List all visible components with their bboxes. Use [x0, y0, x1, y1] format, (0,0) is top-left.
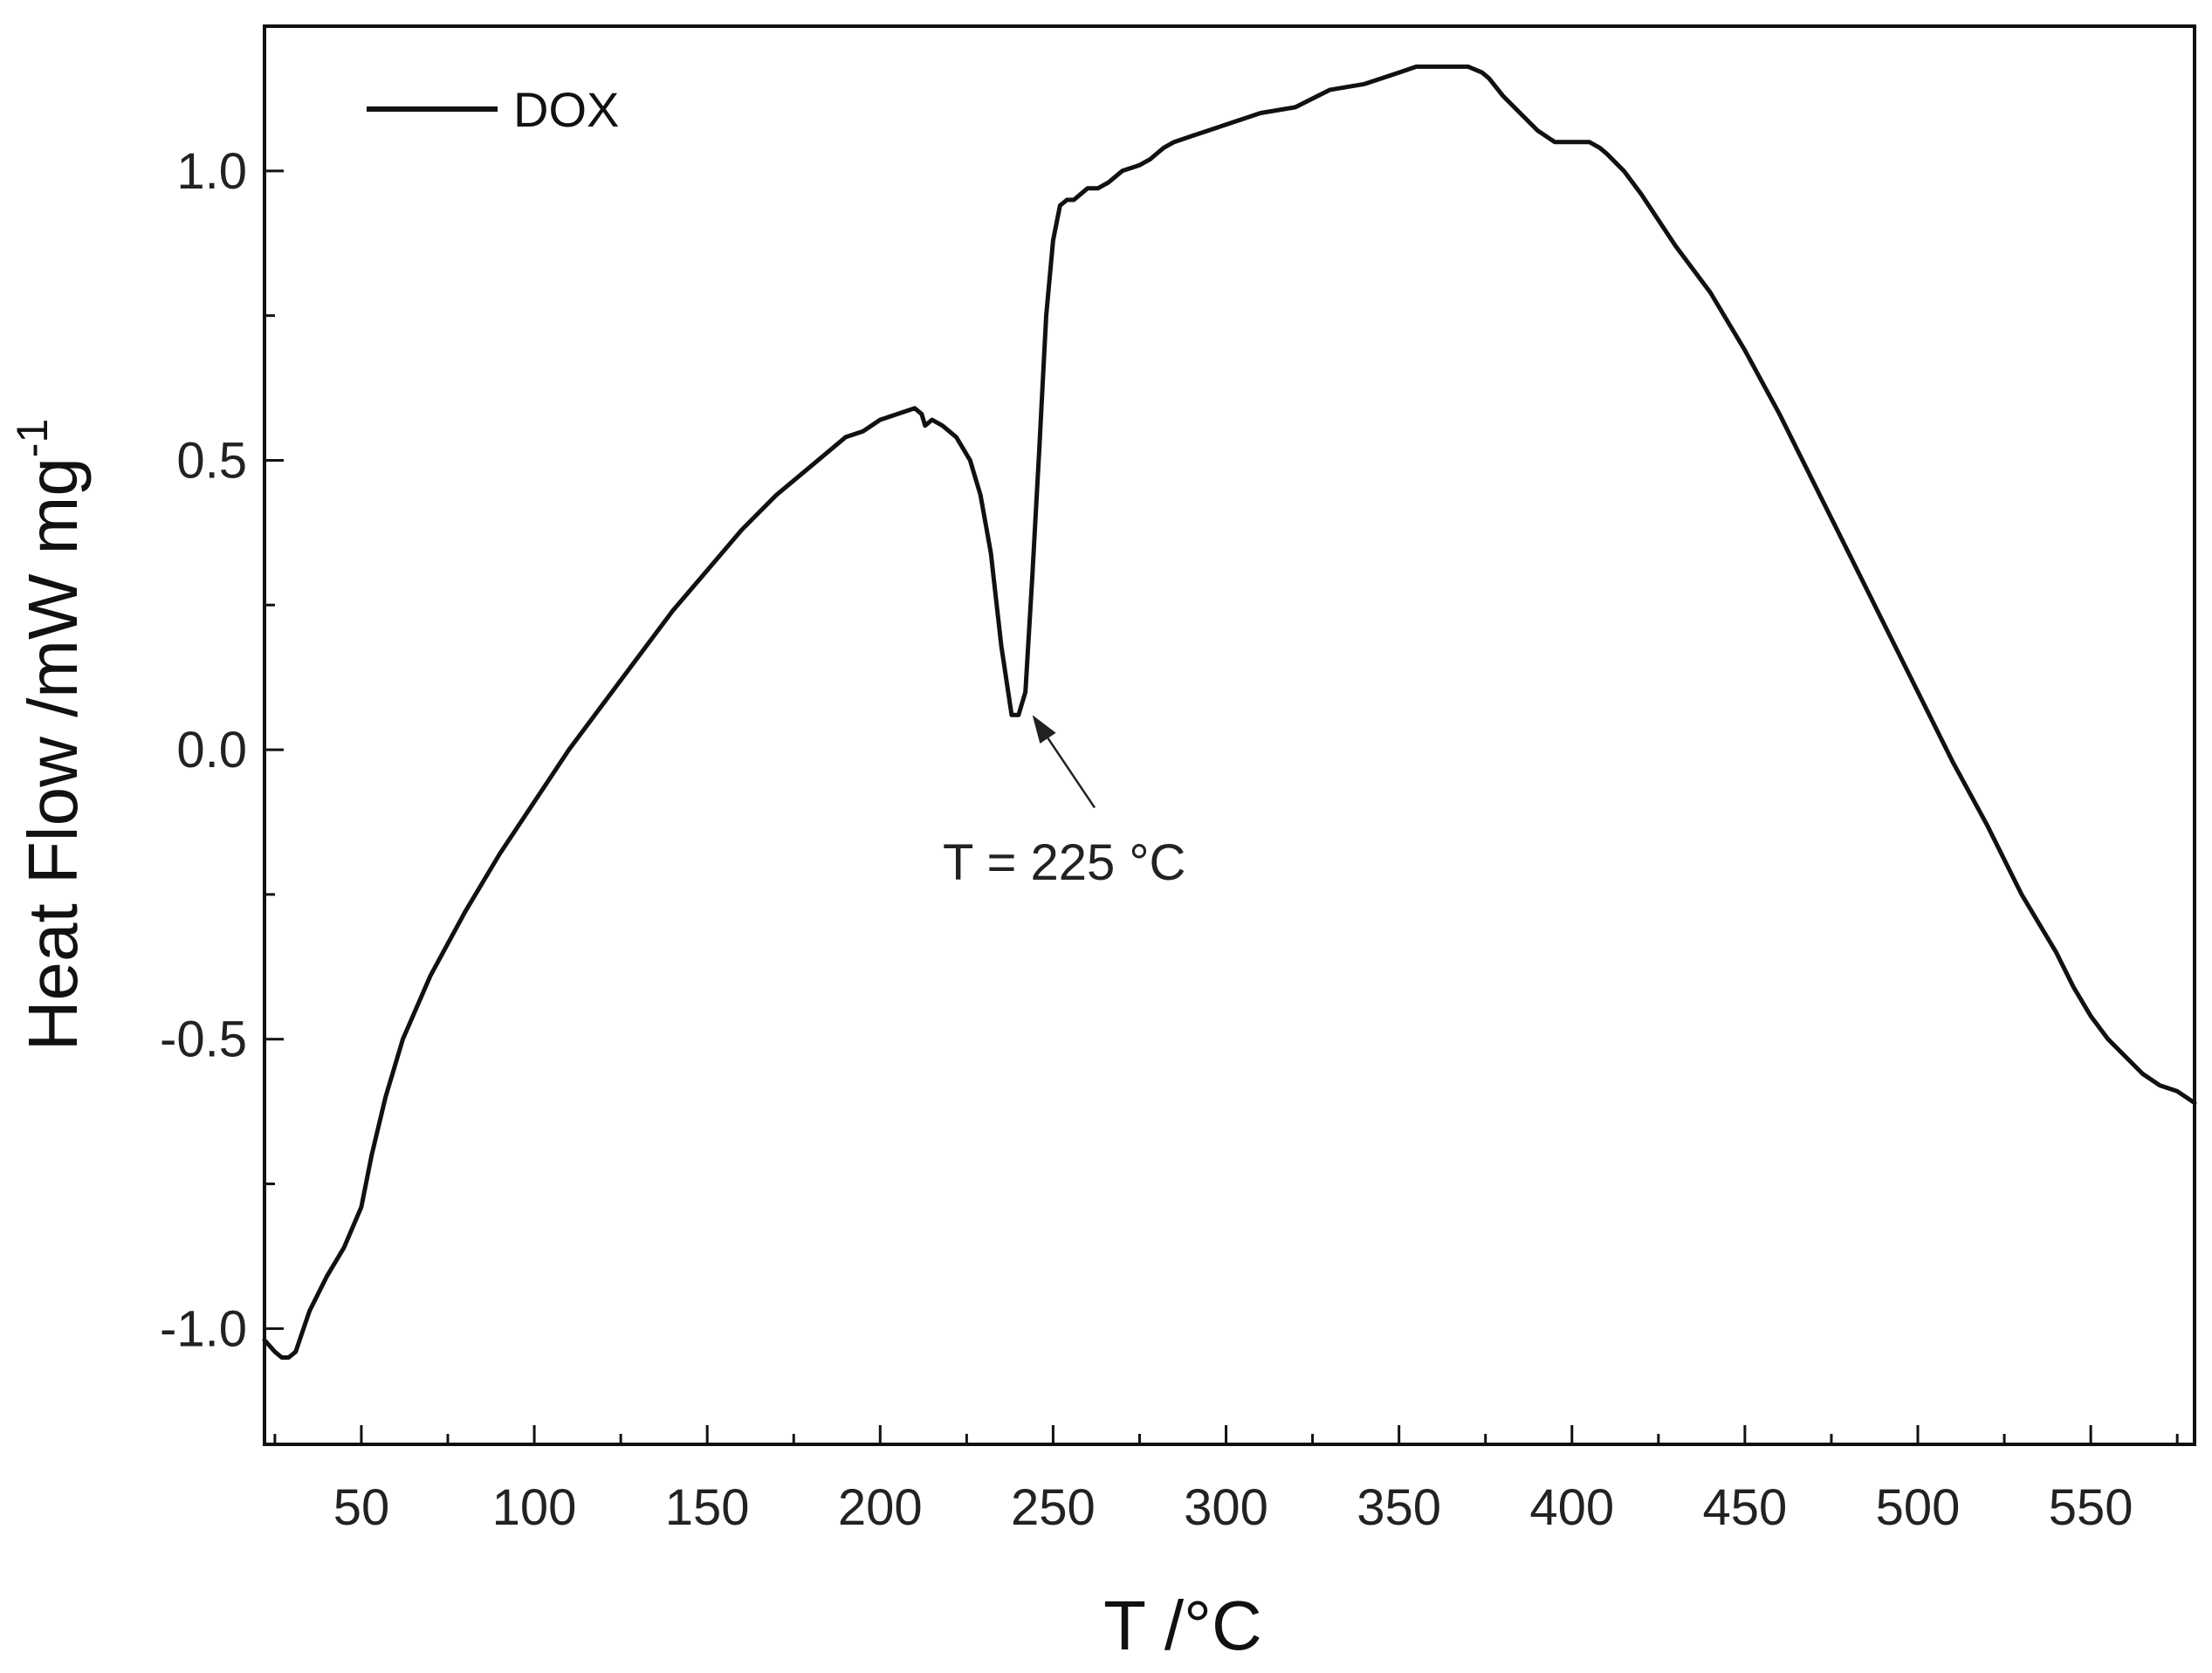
- x-tick-label: 100: [492, 1479, 577, 1536]
- x-tick-label: 250: [1011, 1479, 1096, 1536]
- plot-area-frame: [263, 24, 2196, 1446]
- x-tick-label: 300: [1184, 1479, 1268, 1536]
- x-tick-label: 50: [333, 1479, 390, 1536]
- y-axis-ticks: -1.0 -0.5 0.0 0.5 1.0: [160, 143, 284, 1357]
- y-tick-label: -0.5: [160, 1011, 247, 1068]
- y-axis-title-main: Heat Flow /mW mg: [14, 457, 92, 1051]
- series-line-dox: [262, 64, 2197, 1360]
- series-layer: [262, 64, 2197, 1360]
- y-tick-label: -1.0: [160, 1300, 247, 1357]
- legend-label: DOX: [513, 82, 619, 137]
- y-axis-title-superscript: -1: [8, 419, 57, 457]
- y-tick-label: 0.5: [176, 432, 247, 489]
- annotation-label: T = 225 °C: [943, 834, 1185, 891]
- y-tick-label: 0.0: [176, 722, 247, 778]
- annotation: T = 225 °C: [943, 715, 1185, 891]
- x-tick-label: 400: [1529, 1479, 1614, 1536]
- x-axis-title: T /°C: [1103, 1587, 1262, 1664]
- x-tick-label: 200: [838, 1479, 923, 1536]
- annotation-arrow-line: [1047, 737, 1096, 809]
- x-tick-label: 550: [2049, 1479, 2133, 1536]
- x-tick-label: 450: [1703, 1479, 1788, 1536]
- y-tick-label: 1.0: [176, 143, 247, 200]
- annotation-arrow-head: [1032, 715, 1056, 744]
- x-axis-ticks: 50 100 150 200 250 300 350 400 450 500 550: [273, 1425, 2179, 1536]
- svg-text:Heat Flow /mW mg-1: Heat Flow /mW mg-1: [8, 419, 92, 1052]
- x-tick-label: 150: [665, 1479, 750, 1536]
- y-axis-title: Heat Flow /mW mg-1: [8, 419, 92, 1052]
- legend: DOX: [367, 82, 619, 137]
- x-tick-label: 350: [1357, 1479, 1441, 1536]
- x-tick-label: 500: [1876, 1479, 1961, 1536]
